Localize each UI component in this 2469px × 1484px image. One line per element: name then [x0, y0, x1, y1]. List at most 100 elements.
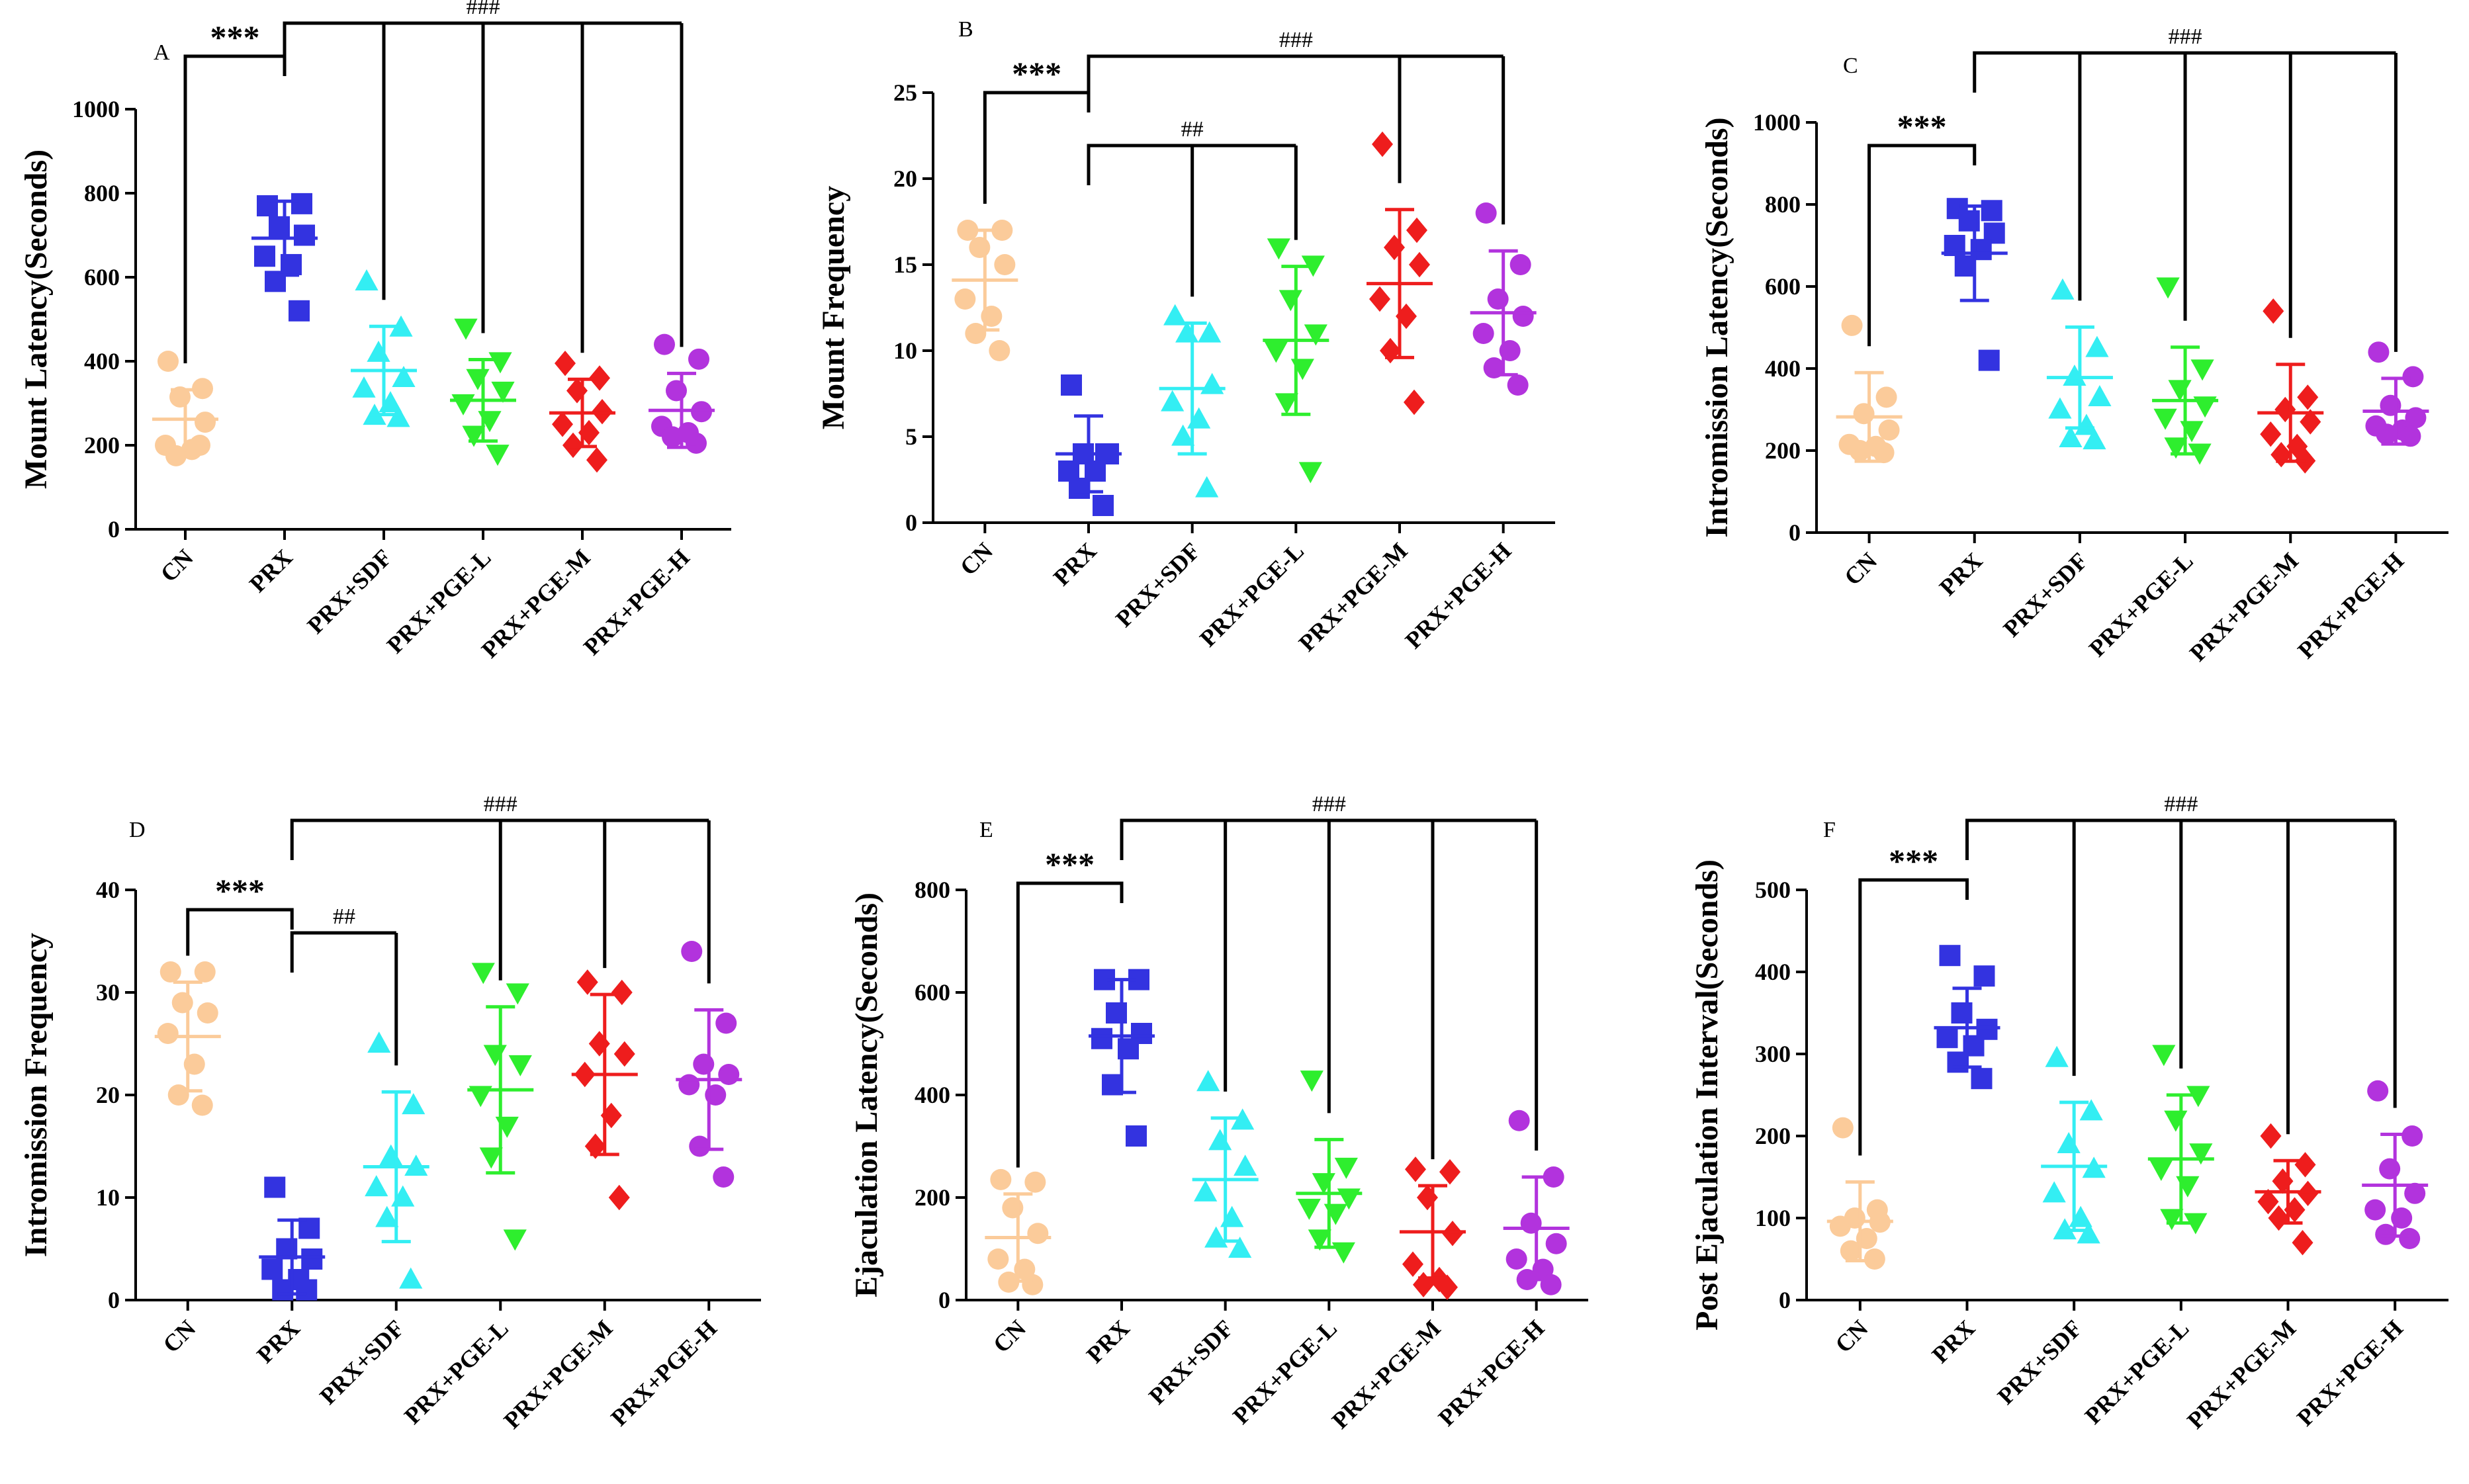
data-point: [584, 1133, 606, 1159]
y-tick-label: 0: [1779, 1287, 1791, 1313]
data-point: [1022, 1274, 1044, 1295]
data-point: [157, 1023, 179, 1044]
data-point: [257, 195, 278, 217]
data-point: [666, 380, 687, 402]
data-point: [1301, 255, 1325, 277]
data-point: [399, 1267, 423, 1289]
data-point: [488, 352, 512, 374]
y-tick-label: 20: [96, 1082, 120, 1108]
data-point: [483, 1045, 507, 1067]
data-point: [454, 318, 478, 340]
data-point: [1312, 1173, 1335, 1195]
data-point: [2404, 1182, 2426, 1204]
significance-hash: ##: [333, 904, 355, 929]
data-point: [157, 351, 179, 372]
data-point: [254, 245, 275, 267]
significance-bracket: [1087, 144, 1298, 297]
x-tick-label: PRX+SDF: [1993, 1315, 2087, 1409]
data-point: [1298, 462, 1322, 484]
data-point: [686, 432, 707, 454]
x-tick-label: PRX+PGE-H: [2292, 547, 2409, 664]
data-point: [555, 350, 576, 376]
y-tick-label: 600: [84, 264, 120, 290]
data-point: [471, 963, 495, 984]
data-point: [2402, 1125, 2423, 1147]
data-point: [301, 1248, 323, 1270]
y-tick-label: 0: [108, 1287, 120, 1313]
data-point: [1372, 131, 1393, 157]
data-point: [269, 216, 290, 238]
significance-bracket: [1858, 878, 1969, 1156]
data-point: [576, 969, 598, 995]
data-point: [1196, 1070, 1220, 1092]
data-point: [272, 1279, 294, 1301]
data-point: [2168, 380, 2192, 402]
data-point: [1091, 1027, 1112, 1049]
data-point: [261, 1258, 283, 1280]
data-point: [1279, 290, 1302, 312]
data-point: [586, 447, 607, 473]
data-point: [613, 1041, 635, 1067]
data-point: [479, 1147, 503, 1169]
data-point: [2260, 421, 2282, 447]
panel-letter: C: [1843, 54, 1858, 78]
data-point: [2368, 341, 2390, 363]
data-point: [1509, 254, 1531, 275]
data-point: [2153, 408, 2177, 430]
data-point: [1505, 1248, 1527, 1270]
data-point: [195, 412, 216, 433]
data-point: [1024, 1171, 1046, 1193]
y-tick-label: 600: [1765, 273, 1801, 300]
data-point: [1267, 238, 1290, 260]
data-point: [296, 1279, 318, 1301]
data-point: [1297, 1198, 1321, 1220]
significance-hash: ###: [2164, 792, 2198, 816]
y-axis-title: Intromission Latency(Seconds): [1699, 117, 1734, 537]
data-point: [1300, 1070, 1324, 1092]
panel-a-mount-latency: A 0 200 400 600 800 1000 Mount Latency(Seconds)…: [19, 0, 731, 663]
data-point: [1507, 374, 1529, 396]
x-tick-label: PRX+SDF: [314, 1315, 409, 1409]
panel-letter: E: [979, 818, 993, 842]
x-tick-label: PRX+SDF: [1110, 537, 1205, 632]
data-point: [2292, 1230, 2313, 1256]
x-tick-label: PRX+PGE-L: [2080, 1315, 2194, 1429]
data-point: [1840, 1240, 1862, 1262]
x-tick-label: CN: [156, 544, 199, 587]
y-tick-label: 20: [893, 165, 917, 192]
y-tick-label: 1000: [72, 96, 120, 122]
data-point: [1951, 1002, 1973, 1024]
data-point: [991, 220, 1013, 241]
panel-letter: B: [958, 17, 973, 42]
data-point: [688, 348, 709, 370]
data-point: [2079, 1099, 2103, 1121]
data-point: [1093, 495, 1114, 516]
data-point: [681, 941, 703, 962]
y-tick-label: 400: [915, 1082, 950, 1108]
significance-bracket: [283, 21, 684, 353]
data-point: [379, 1144, 403, 1166]
data-point: [2379, 1158, 2401, 1180]
data-point: [2260, 1123, 2282, 1149]
panel-c-intromission-latency: C 0 200 400 600 800 1000 Intromission Latency(S…: [1699, 24, 2448, 666]
data-point: [1873, 442, 1895, 464]
y-tick-label: 100: [1755, 1205, 1791, 1231]
y-tick-label: 600: [915, 979, 950, 1006]
x-tick-label: PRX+PGE-L: [399, 1315, 514, 1429]
data-point: [2088, 385, 2112, 406]
data-point: [1958, 210, 1980, 232]
y-tick-label: 200: [1765, 437, 1801, 464]
data-point: [689, 1135, 711, 1157]
data-point: [1417, 1184, 1438, 1211]
data-point: [654, 333, 675, 355]
data-point: [1200, 372, 1224, 394]
data-point: [1981, 200, 2002, 222]
data-point: [1853, 403, 1875, 425]
data-point: [2083, 428, 2106, 450]
y-tick-label: 300: [1755, 1041, 1791, 1067]
y-axis-title: Post Ejaculation Interval(Seconds): [1689, 859, 1725, 1331]
data-point: [191, 1094, 213, 1116]
data-point: [965, 323, 987, 344]
data-point: [462, 425, 486, 447]
